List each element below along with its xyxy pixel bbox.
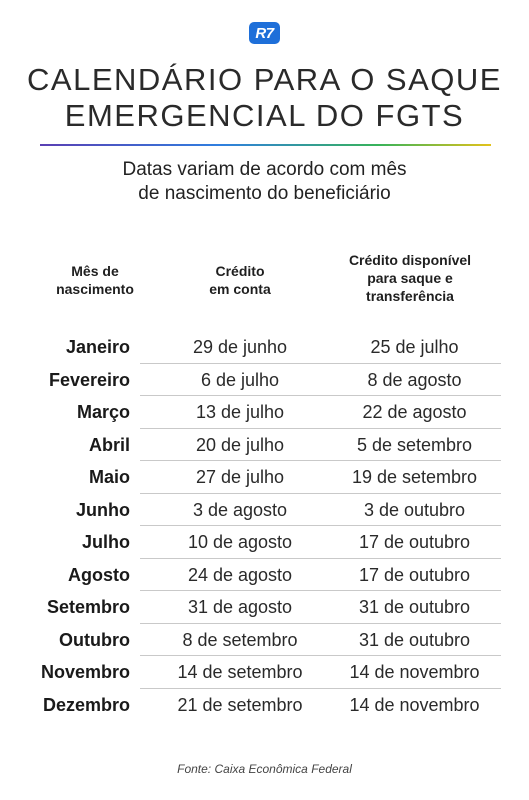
header-line: Mês de xyxy=(71,263,119,279)
credit-date-cell: 3 de agosto xyxy=(192,499,288,520)
credit-date-cell: 27 de julho xyxy=(195,467,285,487)
calendar-table: Janeiro 29 de junho 25 de julho Fevereir… xyxy=(0,331,529,721)
month-cell: Outubro xyxy=(59,629,130,650)
month-cell: Março xyxy=(76,402,130,422)
available-date-cell: 14 de novembro xyxy=(349,694,480,715)
available-date-cell: 3 de outubro xyxy=(363,499,466,520)
available-date-cell: 14 de novembro xyxy=(349,662,480,682)
month-cell: Setembro xyxy=(46,597,130,617)
credit-date-cell: 29 de junho xyxy=(192,337,288,357)
month-cell: Novembro xyxy=(40,662,130,682)
table-row: Novembro 14 de setembro 14 de novembro xyxy=(0,656,529,689)
source-note: Fonte: Caixa Econômica Federal xyxy=(177,762,352,776)
header-birth-month: Mês de nascimento xyxy=(40,262,150,298)
table-row: Abril 20 de julho 5 de setembro xyxy=(0,429,529,462)
month-cell: Fevereiro xyxy=(48,369,130,390)
available-date-cell: 31 de outubro xyxy=(358,629,471,650)
subtitle-line-1: Datas variam de acordo com mês xyxy=(122,159,407,180)
month-cell: Maio xyxy=(88,467,130,487)
table-row: Maio 27 de julho 19 de setembro xyxy=(0,461,529,494)
credit-date-cell: 21 de setembro xyxy=(177,694,303,715)
available-date-cell: 8 de agosto xyxy=(367,369,462,390)
month-cell: Junho xyxy=(76,499,130,520)
credit-date-cell: 24 de agosto xyxy=(187,564,293,585)
table-row: Julho 10 de agosto 17 de outubro xyxy=(0,526,529,559)
header-line: Crédito xyxy=(215,263,265,279)
available-date-cell: 19 de setembro xyxy=(351,467,478,487)
month-cell: Abril xyxy=(88,434,130,455)
month-cell: Julho xyxy=(82,532,130,552)
credit-date-cell: 10 de agosto xyxy=(187,532,293,552)
table-row: Agosto 24 de agosto 17 de outubro xyxy=(0,559,529,592)
gradient-divider xyxy=(40,144,491,146)
available-date-cell: 25 de julho xyxy=(370,337,459,357)
month-cell: Agosto xyxy=(68,564,130,585)
header-line: transferência xyxy=(366,288,454,304)
month-cell: Janeiro xyxy=(65,337,130,357)
header-line: para saque e xyxy=(367,270,453,286)
available-date-cell: 5 de setembro xyxy=(356,434,473,455)
credit-date-cell: 14 de setembro xyxy=(177,662,303,682)
month-cell: Dezembro xyxy=(42,694,130,715)
title-line-2: EMERGENCIAL DO FGTS xyxy=(64,98,465,133)
header-account-credit: Crédito em conta xyxy=(180,262,300,298)
r7-logo: R7 xyxy=(249,22,280,44)
table-row: Março 13 de julho 22 de agosto xyxy=(0,396,529,429)
table-row: Junho 3 de agosto 3 de outubro xyxy=(0,494,529,527)
table-row: Fevereiro 6 de julho 8 de agosto xyxy=(0,364,529,397)
subtitle: Datas variam de acordo com mês de nascim… xyxy=(0,158,529,206)
credit-date-cell: 6 de julho xyxy=(200,369,280,390)
table-row: Dezembro 21 de setembro 14 de novembro xyxy=(0,689,529,722)
subtitle-line-2: de nascimento do beneficiário xyxy=(138,183,391,204)
header-line: em conta xyxy=(209,281,271,297)
header-line: Crédito disponível xyxy=(348,252,472,268)
title-line-1: CALENDÁRIO PARA O SAQUE xyxy=(27,62,502,97)
available-date-cell: 22 de agosto xyxy=(362,402,467,422)
header-line: nascimento xyxy=(56,281,134,297)
available-date-cell: 31 de outubro xyxy=(358,597,471,617)
credit-date-cell: 20 de julho xyxy=(195,434,285,455)
credit-date-cell: 8 de setembro xyxy=(182,629,298,650)
available-date-cell: 17 de outubro xyxy=(358,564,471,585)
credit-date-cell: 13 de julho xyxy=(195,402,285,422)
table-row: Janeiro 29 de junho 25 de julho xyxy=(0,331,529,364)
table-row: Outubro 8 de setembro 31 de outubro xyxy=(0,624,529,657)
credit-date-cell: 31 de agosto xyxy=(187,597,293,617)
page-title: CALENDÁRIO PARA O SAQUE EMERGENCIAL DO F… xyxy=(0,62,529,134)
table-row: Setembro 31 de agosto 31 de outubro xyxy=(0,591,529,624)
available-date-cell: 17 de outubro xyxy=(358,532,471,552)
header-available-credit: Crédito disponível para saque e transfer… xyxy=(330,251,490,305)
